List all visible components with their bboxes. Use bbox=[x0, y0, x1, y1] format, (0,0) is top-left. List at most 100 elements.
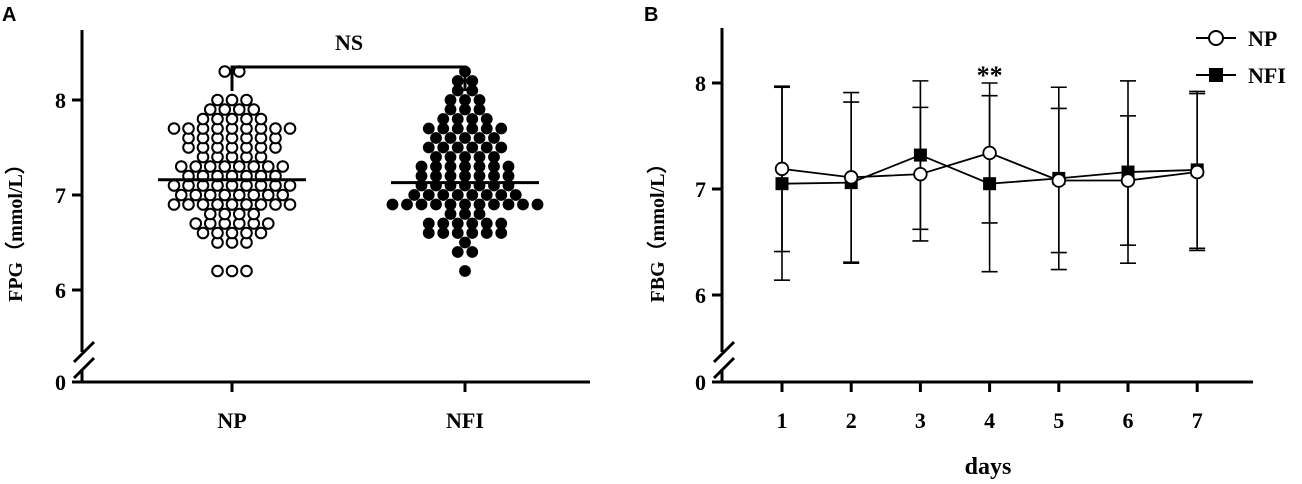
significance-annotation: ** bbox=[977, 61, 1003, 90]
nfi-data-point bbox=[444, 151, 457, 163]
np-data-point bbox=[211, 264, 224, 278]
nfi-data-point bbox=[531, 198, 544, 211]
nfi-data-point bbox=[430, 132, 442, 144]
nfi-data-point bbox=[437, 189, 450, 201]
nfi-data-point bbox=[502, 160, 515, 173]
nfi-data-point bbox=[466, 141, 479, 154]
x-tick-label: 7 bbox=[1192, 408, 1203, 433]
nfi-data-point bbox=[495, 189, 508, 201]
legend-np-label: NP bbox=[1248, 26, 1277, 51]
nfi-data-point bbox=[466, 113, 479, 125]
np-data-point bbox=[211, 226, 224, 240]
nfi-data-point bbox=[444, 94, 457, 106]
bracket-line bbox=[230, 65, 467, 91]
nfi-data-point bbox=[495, 217, 508, 230]
panel-b-line-chart: B FBG（mmol/L） days 6 7 8 0 1 2 3 4 5 6 7 ** NP NFI bbox=[644, 4, 1286, 480]
nfi-data-point bbox=[430, 160, 442, 173]
nfi-data-point bbox=[466, 246, 479, 258]
panel-a-y-axis-label: FPG（mmol/L） bbox=[4, 154, 27, 302]
np-data-point bbox=[276, 160, 290, 173]
np-data-point bbox=[218, 103, 232, 116]
x-tick-label: NFI bbox=[446, 408, 484, 433]
legend: NP NFI bbox=[1196, 26, 1286, 88]
nfi-data-point bbox=[480, 122, 493, 135]
np-data-point bbox=[1120, 173, 1136, 188]
nfi-data-point bbox=[444, 170, 457, 182]
nfi-data-point bbox=[451, 75, 464, 87]
np-data-point bbox=[225, 93, 239, 107]
np-data-point bbox=[240, 93, 253, 107]
np-data-point bbox=[189, 160, 203, 173]
np-data-point bbox=[269, 198, 282, 211]
y-tick-label: 0 bbox=[55, 370, 66, 395]
np-data-point bbox=[240, 198, 253, 211]
nfi-data-point bbox=[473, 132, 486, 144]
np-data-point bbox=[254, 226, 268, 240]
np-data-point bbox=[261, 160, 275, 173]
nfi-data-point bbox=[509, 189, 522, 201]
x-tick-label: 2 bbox=[846, 408, 857, 433]
nfi-data-point bbox=[488, 151, 500, 163]
np-data-point bbox=[203, 160, 217, 173]
np-data-point bbox=[196, 198, 210, 211]
y-tick-label: 8 bbox=[695, 71, 706, 96]
np-data-point bbox=[240, 112, 253, 126]
np-data-point bbox=[283, 179, 297, 192]
nfi-data-point bbox=[473, 208, 486, 220]
np-data-point bbox=[982, 145, 997, 161]
np-data-point bbox=[211, 112, 224, 126]
nfi-data-point bbox=[488, 170, 500, 182]
nfi-data-point bbox=[488, 160, 500, 173]
nfi-data-point bbox=[466, 189, 479, 201]
np-data-point bbox=[254, 112, 268, 126]
np-data-point bbox=[218, 160, 232, 173]
np-data-point bbox=[247, 207, 261, 221]
np-data-point bbox=[261, 188, 275, 202]
nfi-data-point bbox=[480, 141, 493, 154]
nfi-data-point bbox=[437, 227, 450, 239]
nfi-data-point bbox=[502, 198, 515, 211]
y-tick-label: 0 bbox=[695, 370, 706, 395]
nfi-data-point bbox=[459, 208, 471, 220]
np-data-point bbox=[269, 122, 282, 135]
np-data-point bbox=[254, 198, 268, 211]
np-data-point bbox=[189, 188, 203, 202]
np-data-point bbox=[182, 198, 195, 211]
np-data-point bbox=[283, 122, 297, 135]
nfi-data-point bbox=[473, 103, 486, 116]
nfi-data-point bbox=[473, 94, 486, 106]
np-data-point bbox=[240, 264, 253, 278]
nfi-data-point bbox=[444, 132, 457, 144]
panel-a-dots bbox=[158, 65, 544, 278]
nfi-data-point bbox=[415, 198, 428, 211]
panel-a-axes: 6 7 8 0 NP NFI bbox=[55, 30, 590, 433]
nfi-data-point bbox=[451, 141, 464, 154]
nfi-data-point bbox=[459, 265, 471, 277]
np-data-point bbox=[225, 112, 239, 126]
nfi-data-point bbox=[466, 122, 479, 135]
y-tick-label: 7 bbox=[55, 183, 66, 208]
panel-b-axes: 6 7 8 0 1 2 3 4 5 6 7 bbox=[695, 28, 1253, 433]
np-data-point bbox=[844, 170, 859, 185]
np-data-point bbox=[196, 112, 210, 126]
np-data-point bbox=[913, 166, 928, 182]
x-tick-label: 3 bbox=[915, 408, 926, 433]
np-data-point bbox=[232, 188, 246, 202]
nfi-data-point bbox=[451, 189, 464, 201]
nfi-data-point bbox=[495, 227, 508, 239]
panel-b-x-axis-label: days bbox=[965, 454, 1012, 480]
series-markers bbox=[774, 145, 1205, 191]
nfi-data-point bbox=[459, 132, 471, 144]
x-tick-label: 1 bbox=[777, 408, 788, 433]
nfi-data-point bbox=[459, 151, 471, 163]
nfi-data-point bbox=[517, 198, 529, 211]
np-data-point bbox=[225, 226, 239, 240]
nfi-data-point bbox=[473, 151, 486, 163]
np-data-point bbox=[283, 198, 297, 211]
nfi-data-point bbox=[422, 141, 435, 154]
np-data-point bbox=[247, 188, 261, 202]
np-data-point bbox=[232, 160, 246, 173]
nfi-data-point bbox=[913, 148, 927, 162]
nfi-data-point bbox=[502, 170, 515, 182]
